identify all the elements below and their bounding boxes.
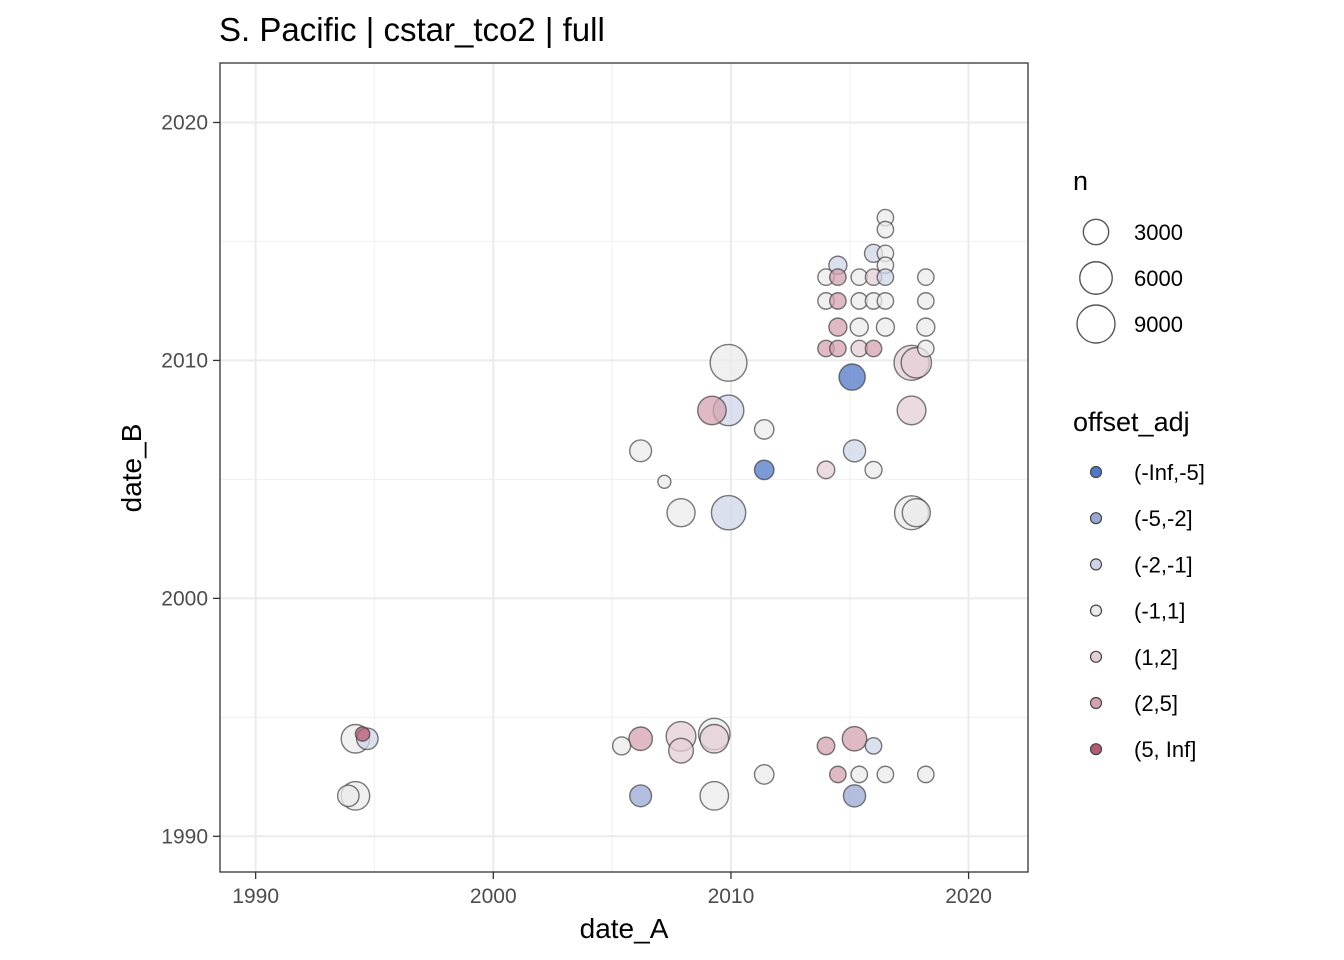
data-point: [896, 395, 927, 426]
data-point: [816, 736, 836, 756]
data-point: [876, 765, 895, 784]
color-legend-label: (5, Inf]: [1134, 737, 1196, 762]
data-point: [864, 460, 883, 480]
color-legend-key: [1089, 743, 1103, 756]
data-point: [828, 765, 847, 784]
data-point: [842, 439, 867, 463]
data-point: [828, 317, 848, 337]
size-legend-label: 6000: [1134, 266, 1183, 291]
plot-panel: [219, 62, 1029, 873]
data-point: [838, 363, 866, 391]
y-tick-label: 2000: [161, 587, 208, 610]
data-point: [916, 339, 935, 358]
size-legend-key: [1076, 304, 1116, 344]
data-point: [753, 459, 775, 481]
data-point: [849, 317, 869, 337]
color-legend-label: (-Inf,-5]: [1134, 460, 1205, 485]
color-legend-label: (-5,-2]: [1134, 506, 1193, 531]
data-point: [875, 317, 896, 337]
y-axis-label: date_B: [116, 424, 147, 513]
size-legend-key: [1079, 261, 1113, 295]
y-tick-label: 2020: [161, 111, 208, 134]
color-legend-label: (2,5]: [1134, 691, 1178, 716]
data-point: [828, 268, 847, 287]
data-point: [876, 292, 895, 310]
data-point: [628, 726, 654, 752]
x-tick-label: 2000: [470, 885, 517, 908]
data-point: [864, 339, 883, 358]
x-tick-label: 1990: [232, 885, 279, 908]
color-legend-label: (-2,-1]: [1134, 552, 1193, 577]
color-legend-title: offset_adj: [1073, 407, 1190, 437]
data-point: [336, 784, 360, 808]
data-point: [864, 737, 883, 755]
data-point: [828, 292, 847, 310]
data-point: [699, 723, 730, 754]
data-point: [667, 737, 695, 764]
data-point: [753, 419, 775, 440]
color-legend-key: [1089, 465, 1103, 479]
size-legend: n 3000 6000 9000: [1073, 166, 1183, 344]
data-point: [850, 765, 869, 784]
data-point: [611, 736, 632, 756]
color-legend-label: (1,2]: [1134, 645, 1178, 670]
color-legend-key: [1089, 696, 1103, 710]
data-point: [841, 725, 868, 752]
x-axis-label: date_A: [580, 913, 669, 944]
size-legend-title: n: [1073, 166, 1088, 196]
data-point: [876, 268, 895, 287]
size-legend-key: [1082, 218, 1110, 246]
data-point: [354, 726, 371, 742]
panel-border: [219, 62, 1029, 873]
data-point: [916, 268, 935, 287]
y-tick-label: 2010: [161, 349, 208, 372]
data-point: [710, 494, 747, 531]
data-point: [842, 784, 867, 808]
y-tick-label: 1990: [161, 825, 208, 848]
x-axis: 1990 2000 2010 2020: [232, 872, 992, 908]
data-point: [699, 780, 730, 811]
y-axis: 1990 2000 2010 2020: [161, 111, 220, 848]
color-legend: offset_adj (-Inf,-5] (-5,-2] (-2,-1] (-1,1]…: [1073, 407, 1205, 762]
size-legend-label: 9000: [1134, 312, 1183, 337]
color-legend-key: [1089, 512, 1103, 525]
color-legend-label: (-1,1]: [1134, 599, 1185, 624]
data-point: [709, 343, 748, 382]
data-point: [816, 460, 836, 480]
size-legend-label: 3000: [1134, 220, 1183, 245]
data-point: [753, 764, 775, 785]
data-point: [696, 395, 727, 426]
color-legend-key: [1089, 650, 1103, 663]
data-point: [916, 765, 935, 784]
data-point: [629, 439, 653, 463]
color-legend-key: [1089, 604, 1103, 617]
data-point: [916, 317, 936, 337]
chart-title: S. Pacific | cstar_tco2 | full: [219, 11, 605, 48]
data-point: [657, 474, 672, 489]
data-point: [916, 292, 935, 310]
data-point: [828, 339, 847, 358]
color-legend-key: [1089, 558, 1103, 571]
x-tick-label: 2010: [708, 885, 755, 908]
data-point: [666, 498, 696, 528]
data-point: [629, 784, 653, 808]
x-tick-label: 2020: [945, 885, 992, 908]
data-point: [876, 220, 895, 239]
data-point: [901, 498, 932, 528]
